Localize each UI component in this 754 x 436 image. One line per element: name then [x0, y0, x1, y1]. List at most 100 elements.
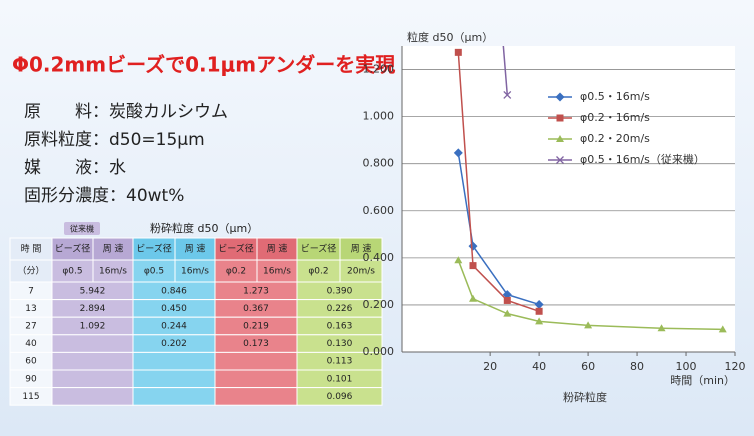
x-tick-label: 80: [630, 360, 644, 373]
cell-text: 0.101: [327, 374, 353, 384]
plot-layer: [453, 46, 727, 333]
header-text: 16m/s: [99, 267, 127, 277]
spec-line: 原料粒度：d50=15μm: [24, 130, 205, 150]
cell-text: 13: [25, 304, 36, 314]
y-tick-label: 1.200: [363, 63, 395, 76]
marker: [503, 309, 512, 317]
x-tick-label: 20: [483, 360, 497, 373]
header-text: 16m/s: [263, 267, 291, 277]
marker: [503, 91, 512, 99]
marker: [556, 135, 564, 142]
table-cell: [214, 369, 298, 389]
legend-label: φ0.5・16m/s（従来機）: [580, 152, 705, 166]
cell-text: 115: [22, 392, 39, 402]
series-line: [457, 152, 540, 306]
cell-text: 7: [28, 286, 34, 296]
spec-line: 原 料：炭酸カルシウム: [24, 102, 228, 122]
x-tick-label: 100: [676, 360, 697, 373]
x-tick-label: 40: [532, 360, 546, 373]
cell-text: 0.367: [243, 304, 269, 314]
cell-text: 0.096: [327, 392, 353, 402]
header-text: 20m/s: [347, 267, 375, 277]
cell-text: 0.226: [327, 304, 353, 314]
y-tick-label: 1.000: [363, 110, 395, 123]
table-cell: [51, 369, 134, 389]
header-text: ビーズ径: [218, 243, 254, 255]
cell-text: 0.244: [161, 322, 187, 332]
series-line: [457, 52, 540, 312]
marker: [584, 321, 593, 329]
header-text: 周 速: [351, 244, 372, 255]
marker: [454, 256, 463, 264]
cell-text: 0.219: [243, 322, 269, 332]
legend-label: φ0.2・20m/s: [580, 132, 650, 145]
x-tick-label: 60: [581, 360, 595, 373]
header-text: 16m/s: [181, 267, 209, 277]
cell-text: 1.092: [80, 322, 106, 332]
cell-text: 1.273: [243, 286, 269, 296]
marker: [718, 325, 727, 333]
header-text: 周 速: [103, 244, 124, 255]
table-cell: [51, 334, 134, 353]
marker: [535, 317, 544, 325]
legend-label: φ0.5・16m/s: [580, 90, 650, 103]
y-axis-label: 粒度 d50（μm）: [407, 30, 493, 44]
cell-text: 90: [25, 374, 37, 384]
table-cell: [214, 351, 298, 371]
header-text: （分）: [17, 266, 44, 277]
cell-text: 5.942: [80, 286, 106, 296]
marker: [534, 299, 544, 309]
header-text: ビーズ径: [301, 243, 337, 255]
table-cell: [132, 351, 216, 371]
header-text: 周 速: [267, 244, 288, 255]
table-tag: 従来機: [70, 224, 94, 234]
tag-box: [64, 222, 100, 235]
header-text: ビーズ径: [55, 243, 91, 255]
x-axis-label: 時間（min）: [670, 374, 735, 387]
cell-text: 0.130: [327, 339, 353, 349]
y-tick-label: 0.800: [363, 157, 395, 170]
table-cell: [214, 387, 298, 406]
table-cell: [296, 387, 383, 406]
cell-text: 2.894: [80, 304, 106, 314]
table-cell: [132, 369, 216, 389]
header-text: φ0.2: [226, 267, 246, 277]
legend-label: φ0.2・16m/s: [580, 111, 650, 124]
table-cell: [51, 351, 134, 371]
header-text: φ0.5: [144, 267, 164, 277]
cell-text: 0.113: [327, 357, 353, 367]
chart-caption: 粉砕粒度: [563, 390, 607, 404]
plot-area: [402, 46, 735, 352]
y-tick-label: 0.400: [363, 251, 395, 264]
y-tick-label: 0.200: [363, 298, 395, 311]
marker: [469, 262, 477, 270]
cell-text: 0.163: [327, 322, 353, 332]
cell-text: 0.390: [327, 286, 353, 296]
cell-text: 0.173: [243, 339, 269, 349]
marker: [453, 148, 463, 158]
cell-text: 40: [25, 339, 37, 349]
cell-text: 27: [25, 322, 36, 332]
marker: [503, 296, 511, 304]
table-caption: 粉砕粒度 d50（μm）: [150, 221, 258, 235]
cell-text: 0.846: [161, 286, 187, 296]
marker: [555, 92, 565, 102]
title: Φ0.2mmビーズで0.1μmアンダーを実現: [12, 53, 395, 77]
header-text: 周 速: [185, 244, 206, 255]
marker: [657, 324, 666, 332]
marker: [454, 48, 462, 56]
spec-line: 固形分濃度：40wt%: [24, 186, 184, 206]
y-tick-label: 0.600: [363, 204, 395, 217]
table-cell: [51, 387, 134, 406]
table-cell: [132, 387, 216, 406]
marker: [469, 294, 478, 302]
header-text: ビーズ径: [136, 243, 172, 255]
spec-line: 媒 液：水: [24, 158, 126, 178]
marker: [556, 114, 564, 122]
y-tick-label: 0.000: [363, 345, 395, 358]
cell-text: 0.450: [161, 304, 187, 314]
header-text: 時 間: [21, 244, 42, 255]
header-text: φ0.2: [308, 267, 328, 277]
